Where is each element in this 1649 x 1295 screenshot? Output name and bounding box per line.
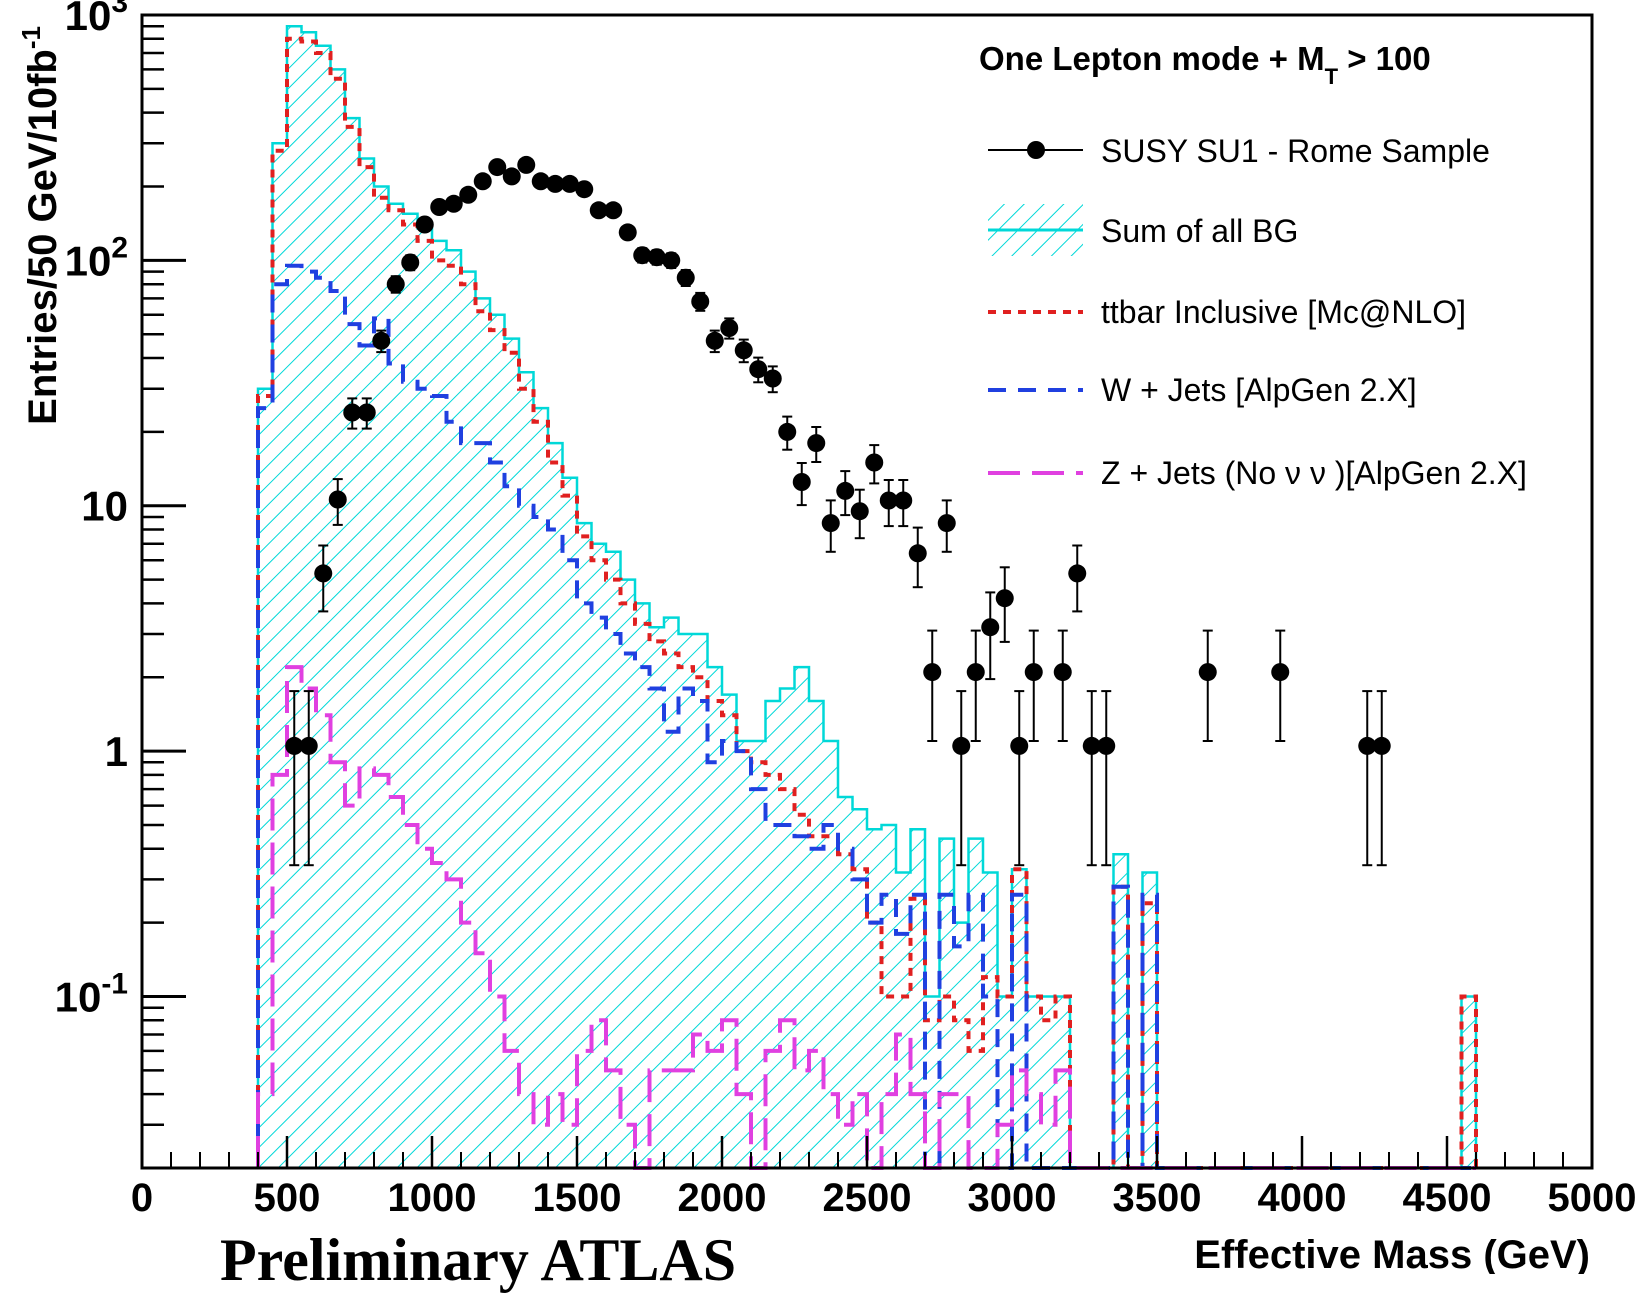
x-tick-label: 1500 <box>533 1176 622 1220</box>
susy-point <box>372 331 391 350</box>
legend-label-ttbar: ttbar Inclusive [Mc@NLO] <box>1101 294 1466 330</box>
susy-point <box>285 736 304 755</box>
susy-point <box>517 155 536 174</box>
susy-point <box>894 491 913 510</box>
susy-point <box>560 174 579 193</box>
susy-point <box>705 331 724 350</box>
susy-point <box>1372 736 1391 755</box>
susy-point <box>966 663 985 682</box>
susy-point <box>386 275 405 294</box>
susy-point <box>314 564 333 583</box>
series-wjets <box>256 263 1476 1170</box>
x-tick-label: 3500 <box>1113 1176 1202 1220</box>
susy-point <box>734 341 753 360</box>
susy-point <box>575 180 594 199</box>
susy-point <box>546 174 565 193</box>
y-axis-label: Entries/50 GeV/10fb-1 <box>16 26 65 425</box>
susy-point <box>633 246 652 265</box>
susy-point <box>1271 663 1290 682</box>
susy-point <box>618 223 637 242</box>
x-tick-label: 500 <box>254 1176 321 1220</box>
susy-point <box>604 201 623 220</box>
chart-title: One Lepton mode + MT > 100 <box>979 40 1431 89</box>
susy-point <box>1198 663 1217 682</box>
susy-point <box>328 490 347 509</box>
susy-point <box>676 268 695 287</box>
legend-entry-zjets: Z + Jets (No ν ν )[AlpGen 2.X] <box>988 455 1527 491</box>
susy-point <box>473 172 492 191</box>
susy-point <box>531 172 550 191</box>
susy-point <box>807 434 826 453</box>
susy-point <box>299 736 318 755</box>
susy-point <box>415 215 434 234</box>
x-tick-label: 0 <box>131 1176 153 1220</box>
footer-text: Preliminary ATLAS <box>220 1227 737 1293</box>
susy-point <box>821 514 840 533</box>
series-ttbar <box>256 36 1478 1170</box>
susy-point <box>937 514 956 533</box>
x-tick-label: 1000 <box>388 1176 477 1220</box>
susy-point <box>502 167 521 186</box>
susy-point <box>357 403 376 422</box>
series-sum-bg-fill <box>258 26 1476 1169</box>
legend-label-wjets: W + Jets [AlpGen 2.X] <box>1101 372 1417 408</box>
susy-point <box>1097 736 1116 755</box>
x-tick-label: 4000 <box>1258 1176 1347 1220</box>
susy-point <box>691 292 710 311</box>
susy-point <box>850 502 869 521</box>
susy-point <box>763 369 782 388</box>
y-tick-label: 10-1 <box>55 968 128 1021</box>
plot-area <box>256 24 1478 1170</box>
legend-label-susy: SUSY SU1 - Rome Sample <box>1101 133 1490 169</box>
susy-point <box>879 491 898 510</box>
susy-point <box>836 481 855 500</box>
y-tick-label: 103 <box>65 0 128 39</box>
susy-point <box>981 618 1000 637</box>
legend: SUSY SU1 - Rome Sample Sum of all BG ttb… <box>988 133 1527 491</box>
susy-point <box>923 663 942 682</box>
x-tick-label: 2500 <box>823 1176 912 1220</box>
susy-point <box>459 185 478 204</box>
susy-point <box>401 253 420 272</box>
susy-point <box>995 589 1014 608</box>
legend-entry-susy: SUSY SU1 - Rome Sample <box>988 133 1490 169</box>
susy-point <box>1024 663 1043 682</box>
susy-point <box>952 736 971 755</box>
susy-point <box>1010 736 1029 755</box>
x-tick-label: 3000 <box>968 1176 1057 1220</box>
x-tick-label: 5000 <box>1548 1176 1637 1220</box>
susy-point <box>444 194 463 213</box>
y-tick-label: 102 <box>65 231 128 284</box>
x-tick-label: 2000 <box>678 1176 767 1220</box>
y-tick-label: 10 <box>81 483 128 530</box>
axes: 0 500 1000 1500 2000 2500 3000 3500 4000 4500 5000… <box>55 0 1637 1220</box>
susy-point <box>720 319 739 337</box>
susy-point <box>589 201 608 220</box>
legend-label-zjets: Z + Jets (No ν ν )[AlpGen 2.X] <box>1101 455 1527 491</box>
susy-point <box>908 544 927 563</box>
susy-point <box>1358 736 1377 755</box>
susy-point <box>1082 736 1101 755</box>
susy-point <box>488 158 507 177</box>
legend-entry-wjets: W + Jets [AlpGen 2.X] <box>988 372 1417 408</box>
susy-point <box>1053 663 1072 682</box>
susy-point <box>778 422 797 441</box>
legend-entry-ttbar: ttbar Inclusive [Mc@NLO] <box>988 294 1466 330</box>
legend-entry-sum-bg: Sum of all BG <box>988 204 1298 256</box>
x-tick-label: 4500 <box>1403 1176 1492 1220</box>
susy-point <box>792 473 811 491</box>
susy-point <box>749 360 768 379</box>
susy-point <box>647 248 666 267</box>
susy-point <box>343 403 362 422</box>
susy-point <box>865 453 884 472</box>
legend-label-sum-bg: Sum of all BG <box>1101 213 1298 249</box>
susy-point <box>430 198 449 216</box>
x-axis-label: Effective Mass (GeV) <box>1194 1233 1590 1274</box>
y-tick-label: 1 <box>105 728 128 775</box>
susy-point <box>662 251 681 270</box>
susy-point <box>1068 564 1087 583</box>
